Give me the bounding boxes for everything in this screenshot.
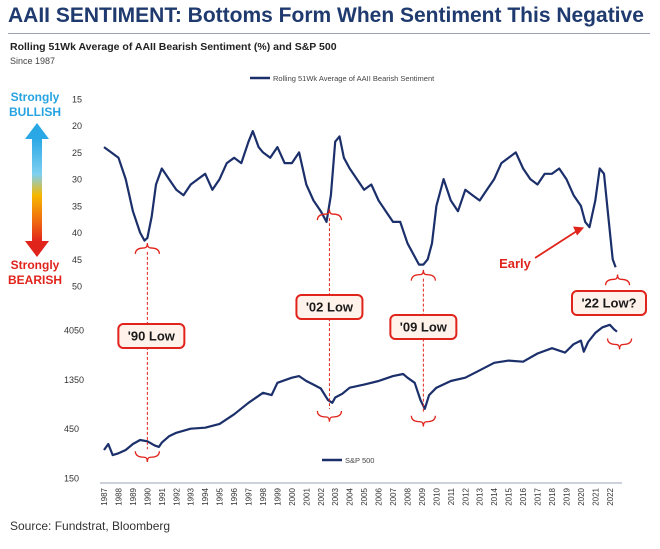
callout-02-low: '02 Low (295, 294, 364, 320)
callout-90-low: '90 Low (117, 323, 186, 349)
sp500-y-tick-3: 150 (64, 474, 79, 484)
callout-09-low-top-brace (410, 269, 437, 281)
sentiment-y-tick-7: 50 (72, 282, 82, 292)
sentiment-y-tick-6: 45 (72, 255, 82, 265)
x-tick-2017: 2017 (534, 487, 543, 505)
callout-90-low-label: '90 Low (128, 329, 176, 344)
x-tick-2014: 2014 (490, 487, 499, 505)
early-label: Early (499, 256, 532, 271)
x-tick-2018: 2018 (548, 487, 557, 505)
x-tick-2008: 2008 (403, 487, 412, 505)
sp500-y-tick-1: 1350 (64, 375, 84, 385)
strongly-bullish-label: Strongly BULLISH (4, 90, 66, 120)
x-tick-2015: 2015 (505, 487, 514, 505)
x-tick-1996: 1996 (230, 487, 239, 505)
callout-22-low-box (571, 290, 647, 316)
callout-09-low-label: '09 Low (400, 320, 448, 335)
x-tick-2011: 2011 (447, 487, 456, 505)
callout-22-low: '22 Low? (571, 290, 647, 316)
x-tick-2005: 2005 (360, 487, 369, 505)
x-tick-2006: 2006 (375, 487, 384, 505)
source-note: Source: Fundstrat, Bloomberg (10, 519, 171, 533)
bearish-line-1: Strongly (10, 258, 60, 272)
callout-22-low-bottom-brace (606, 338, 633, 350)
x-tick-2020: 2020 (577, 487, 586, 505)
axes: 15 20 25 30 35 40 45 50 4050 1350 450 150 1987 1988 19… (64, 74, 622, 506)
callout-90-low-bottom-brace (134, 451, 161, 463)
x-tick-2019: 2019 (562, 487, 571, 505)
x-tick-2001: 2001 (302, 487, 311, 505)
since-note: Since 1987 (10, 56, 56, 66)
series (103, 130, 618, 457)
sentiment-y-tick-2: 25 (72, 148, 82, 158)
x-tick-2013: 2013 (476, 487, 485, 505)
x-tick-2022: 2022 (606, 487, 615, 505)
x-tick-2003: 2003 (331, 487, 340, 505)
x-tick-2012: 2012 (461, 487, 470, 505)
x-tick-1989: 1989 (129, 487, 138, 505)
x-tick-1990: 1990 (143, 487, 152, 505)
callout-22-low-top-brace (604, 274, 631, 286)
callout-02-low-bottom-brace (316, 410, 343, 422)
sentiment-y-tick-3: 30 (72, 175, 82, 185)
x-tick-1998: 1998 (259, 487, 268, 505)
bullish-line-2: BULLISH (9, 105, 61, 119)
x-tick-1991: 1991 (158, 487, 167, 505)
sentiment-legend-label: Rolling 51Wk Average of AAII Bearish Sen… (273, 74, 435, 83)
bullish-line-1: Strongly (10, 90, 60, 104)
x-tick-2000: 2000 (288, 487, 297, 505)
sentiment-gradient-arrow-icon (25, 123, 49, 257)
x-tick-2009: 2009 (418, 487, 427, 505)
callout-02-low-box (295, 294, 364, 320)
sp500-y-tick-0: 4050 (64, 326, 84, 336)
callout-09-low-box (389, 314, 458, 340)
strongly-bearish-label: Strongly BEARISH (4, 258, 66, 288)
x-tick-2021: 2021 (591, 487, 600, 505)
callout-90-low-box (117, 323, 186, 349)
x-tick-1992: 1992 (172, 487, 181, 505)
sentiment-series-line (103, 130, 617, 268)
x-tick-1993: 1993 (187, 487, 196, 505)
sp500-y-tick-2: 450 (64, 424, 79, 434)
page-title: AAII SENTIMENT: Bottoms Form When Sentim… (8, 4, 644, 27)
title-divider (8, 33, 650, 34)
callout-09-low-bottom-brace (410, 415, 437, 427)
callout-02-low-label: '02 Low (306, 300, 354, 315)
x-tick-1988: 1988 (114, 487, 123, 505)
x-tick-2007: 2007 (389, 487, 398, 505)
sentiment-y-tick-4: 35 (72, 201, 82, 211)
x-tick-2004: 2004 (346, 487, 355, 505)
chart-subtitle: Rolling 51Wk Average of AAII Bearish Sen… (10, 41, 337, 53)
early-arrow-head-icon (573, 226, 585, 236)
x-tick-1997: 1997 (245, 487, 254, 505)
callout-22-low-label: '22 Low? (581, 296, 636, 311)
x-tick-2010: 2010 (432, 487, 441, 505)
x-tick-1994: 1994 (201, 487, 210, 505)
annotations: '90 Low '02 Low '09 Low '22 Low? Early (117, 209, 647, 463)
x-tick-1995: 1995 (216, 487, 225, 505)
sentiment-y-tick-1: 20 (72, 121, 82, 131)
x-tick-2002: 2002 (317, 487, 326, 505)
x-tick-1987: 1987 (100, 487, 109, 505)
x-tick-1999: 1999 (273, 487, 282, 505)
sp500-series-line (103, 323, 618, 457)
x-tick-2016: 2016 (519, 487, 528, 505)
sp500-legend-label: S&P 500 (345, 456, 374, 465)
early-arrow-line (534, 230, 577, 259)
sentiment-y-tick-5: 40 (72, 228, 82, 238)
callout-09-low: '09 Low (389, 314, 458, 340)
bearish-line-2: BEARISH (7, 273, 62, 287)
sentiment-y-tick-0: 15 (72, 95, 82, 105)
